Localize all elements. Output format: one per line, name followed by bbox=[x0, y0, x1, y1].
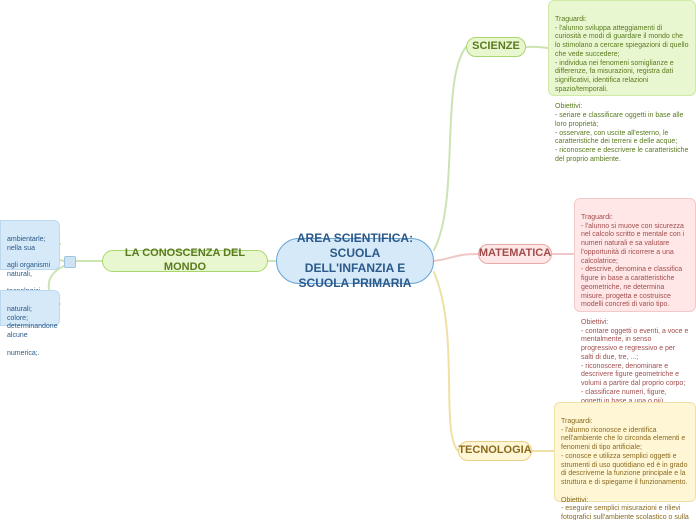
tecnologia-detail: Traguardi: - l'alunno riconosce e identi… bbox=[554, 402, 696, 502]
left-marker bbox=[64, 256, 76, 268]
matematica-detail-text: Traguardi: - l'alunno si muove con sicur… bbox=[581, 214, 688, 431]
scienze-detail: Traguardi: - l'alunno sviluppa atteggiam… bbox=[548, 0, 696, 96]
right-node-matematica: MATEMATICA bbox=[478, 244, 552, 264]
matematica-label: MATEMATICA bbox=[479, 247, 551, 261]
matematica-detail: Traguardi: - l'alunno si muove con sicur… bbox=[574, 198, 696, 312]
left-node-label: LA CONOSCENZA DEL MONDO bbox=[113, 247, 257, 275]
right-node-scienze: SCIENZE bbox=[466, 37, 526, 57]
left-node-conoscenza-mondo: LA CONOSCENZA DEL MONDO bbox=[102, 250, 268, 272]
left-detail-bottom: naturali; colore; determinandone alcune … bbox=[0, 290, 60, 326]
scienze-detail-text: Traguardi: - l'alunno sviluppa atteggiam… bbox=[555, 16, 688, 163]
central-label: AREA SCIENTIFICA: SCUOLA DELL'INFANZIA E… bbox=[289, 231, 421, 291]
left-detail-bottom-text: naturali; colore; determinandone alcune … bbox=[7, 306, 58, 357]
mindmap-canvas: { "colors": { "central_bg": "#d6e9f8", "… bbox=[0, 0, 696, 520]
tecnologia-label: TECNOLOGIA bbox=[458, 444, 531, 458]
left-detail-top-text: ambientarle; nella sua agli organismi na… bbox=[7, 236, 50, 296]
central-node: AREA SCIENTIFICA: SCUOLA DELL'INFANZIA E… bbox=[276, 238, 434, 284]
tecnologia-detail-text: Traguardi: - l'alunno riconosce e identi… bbox=[561, 418, 689, 520]
right-node-tecnologia: TECNOLOGIA bbox=[458, 441, 532, 461]
left-detail-top: ambientarle; nella sua agli organismi na… bbox=[0, 220, 60, 270]
scienze-label: SCIENZE bbox=[472, 40, 520, 54]
